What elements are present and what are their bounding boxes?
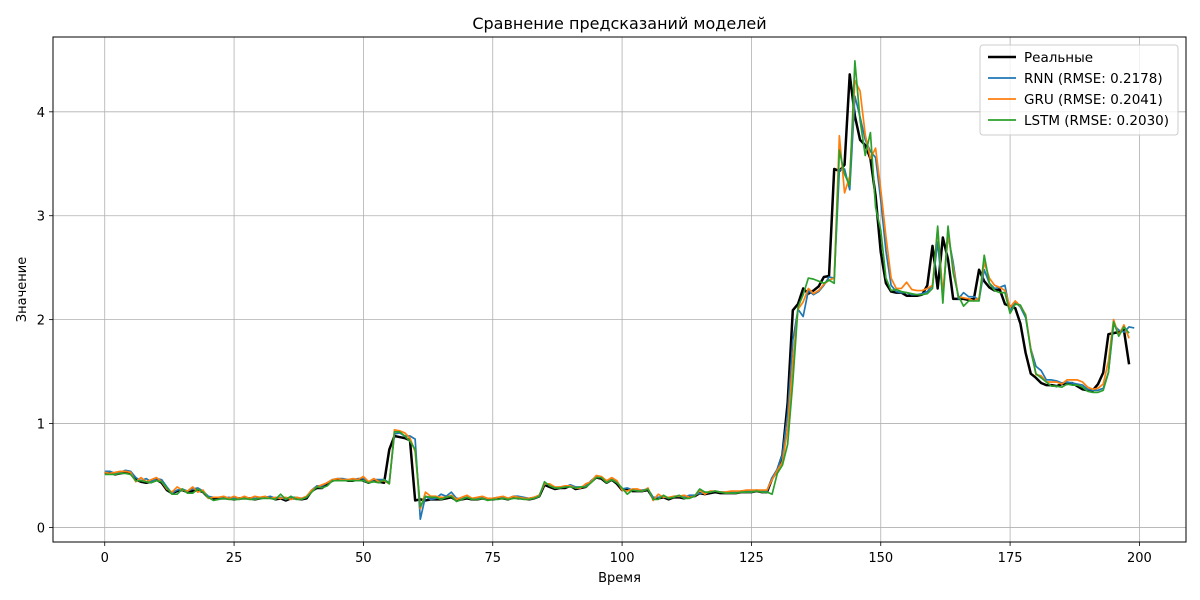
y-tick-label: 3 [37,210,45,225]
y-tick-label: 2 [37,314,45,329]
y-axis-label: Значение [15,257,30,322]
legend-label: RNN (RMSE: 0.2178) [1024,71,1163,87]
legend-box [979,44,1179,136]
y-tick-label: 0 [37,521,45,536]
x-tick-label: 200 [1127,551,1152,566]
x-tick-label: 0 [101,551,109,566]
legend-label: GRU (RMSE: 0.2041) [1024,92,1163,108]
x-tick-label: 50 [355,551,372,566]
x-tick-label: 25 [226,551,243,566]
x-tick-label: 75 [484,551,501,566]
legend-label: LSTM (RMSE: 0.2030) [1024,113,1169,129]
plot-area [104,60,1135,520]
x-tick-label: 175 [998,551,1023,566]
x-tick-label: 125 [739,551,764,566]
chart-title: Сравнение предсказаний моделей [472,14,766,33]
y-tick-label: 1 [37,418,45,433]
legend-label: Реальные [1024,50,1093,66]
legend: Реальные RNN (RMSE: 0.2178) GRU (RMSE: 0.2… [979,44,1179,136]
x-tick-label: 100 [610,551,635,566]
y-tick-label: 4 [37,106,45,121]
axis-ticks: 0 25 50 75 100 125 150 175 200 0 1 2 3 4 [37,106,1152,566]
series-line-lstm [104,60,1130,508]
x-axis-label: Время [598,571,641,586]
axes-frame [52,36,1187,543]
x-tick-label: 150 [868,551,893,566]
